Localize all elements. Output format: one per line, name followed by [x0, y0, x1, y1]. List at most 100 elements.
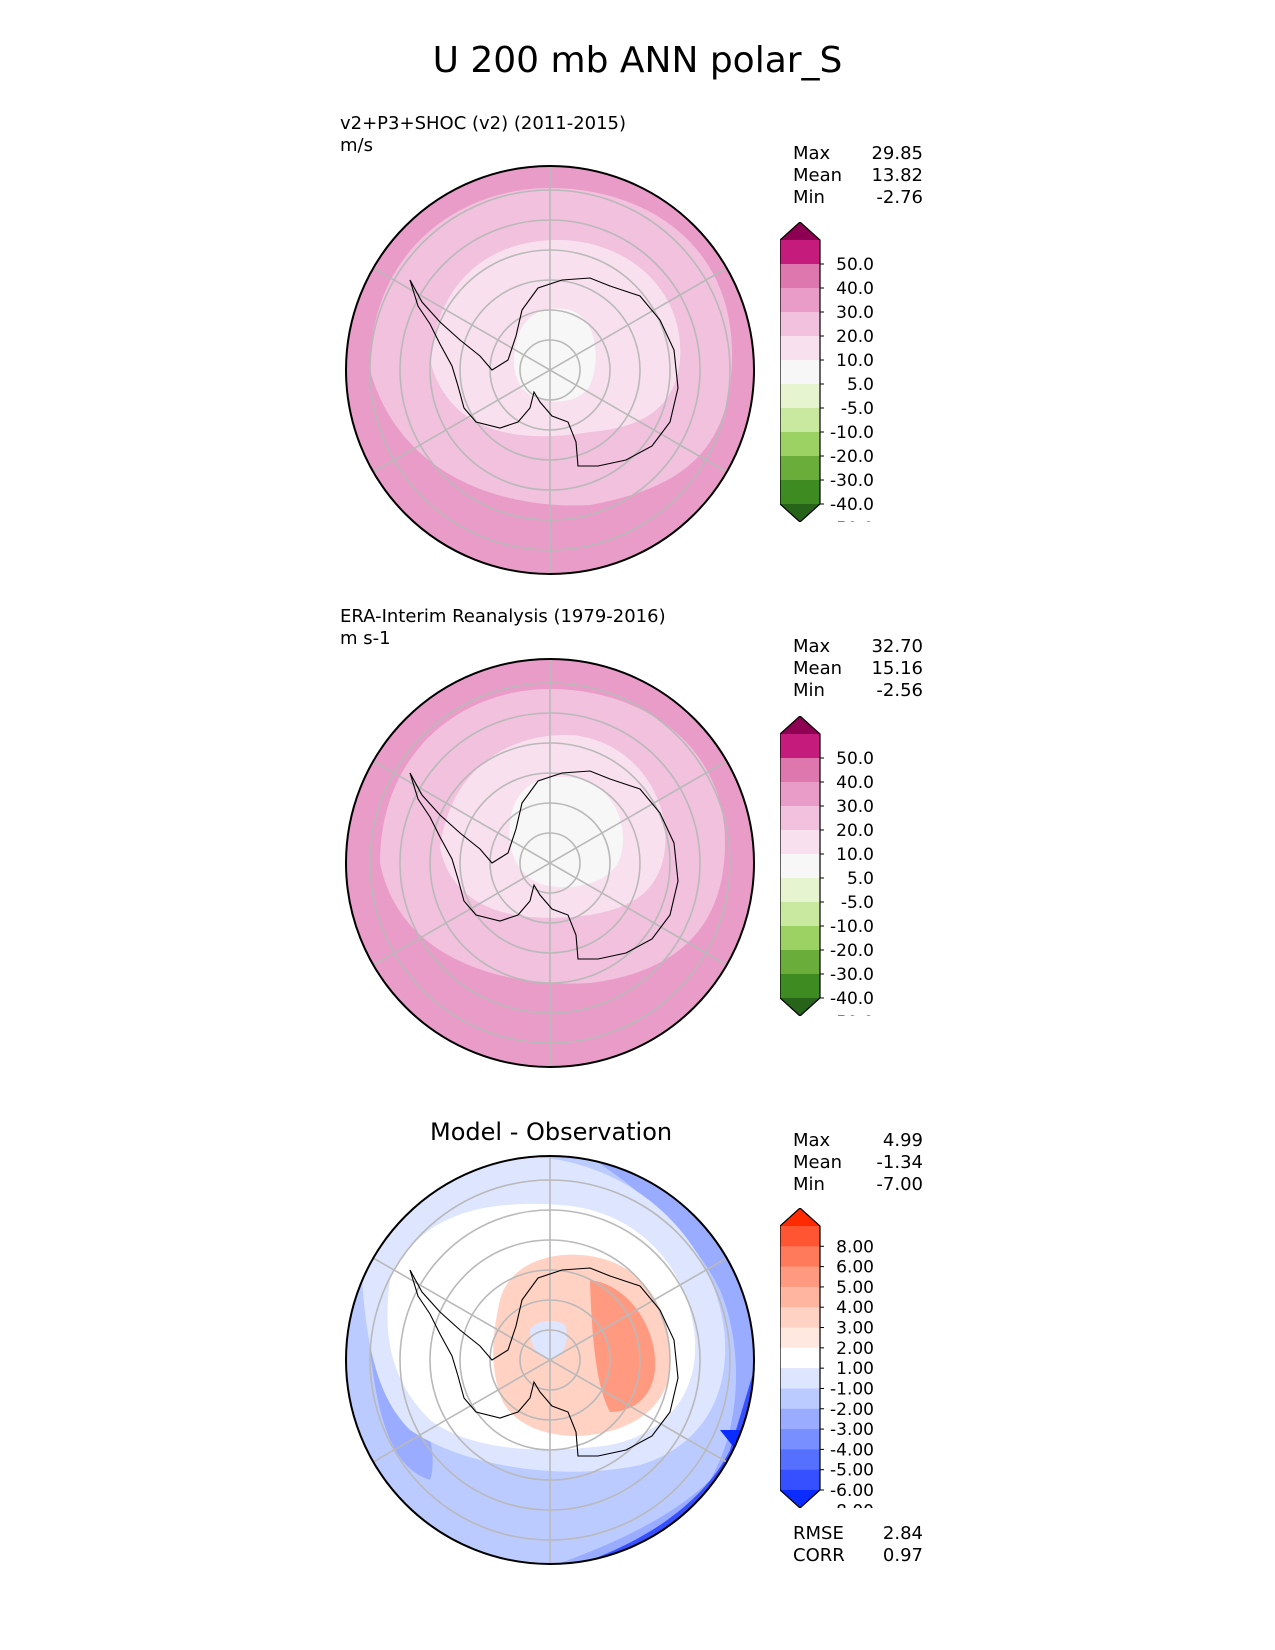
colorbar-tick-label: -50.0	[830, 1013, 874, 1016]
colorbar-swatches	[780, 1208, 820, 1508]
colorbar-swatch	[780, 1408, 820, 1430]
map-model	[345, 165, 755, 575]
colorbar-tick-label: -5.0	[841, 399, 874, 419]
colorbar-tick-label: -40.0	[830, 495, 874, 515]
colorbar-labels: 50.0 40.0 30.0 20.0 10.0 5.0 -5.0 -10.0 -20.0 -30…	[820, 749, 874, 1016]
colorbar-extend-top	[780, 716, 820, 734]
colorbar-tick-label: 5.00	[836, 1278, 874, 1298]
stat-label: Min	[793, 680, 825, 701]
colorbar-tick-label: -1.00	[830, 1379, 874, 1399]
panel-1-title: v2+P3+SHOC (v2) (2011-2015) m/s	[340, 113, 626, 157]
colorbar-swatch	[780, 456, 820, 481]
colorbar-swatch	[780, 1286, 820, 1308]
stat-label: Max	[793, 1130, 831, 1151]
panel-2-name: ERA-Interim Reanalysis (1979-2016)	[340, 606, 666, 627]
panel-2-title: ERA-Interim Reanalysis (1979-2016) m s-1	[340, 606, 666, 650]
colorbar-swatch	[780, 384, 820, 409]
graticule	[367, 659, 733, 1067]
stat-value: 13.82	[871, 165, 923, 186]
panel-2-stats: Max 32.70 Mean 15.16 Min -2.56	[793, 636, 923, 702]
colorbar-tick-label: 30.0	[836, 303, 874, 323]
stat-mean: Mean 13.82	[793, 165, 923, 187]
colorbar-swatch	[780, 1469, 820, 1491]
stat-value: 32.70	[871, 636, 923, 657]
colorbar-swatch	[780, 1266, 820, 1288]
colorbar-tick-label: -6.00	[830, 1481, 874, 1501]
stat-label: Max	[793, 143, 831, 164]
map-reference	[345, 658, 755, 1068]
colorbar-tick-label: 50.0	[836, 749, 874, 769]
colorbar-swatch	[780, 758, 820, 783]
colorbar-labels: 8.006.005.004.003.002.001.00-1.00-2.00-3…	[820, 1237, 874, 1508]
colorbar-swatch	[780, 1347, 820, 1369]
colorbar-extend-top	[780, 222, 820, 240]
colorbar-swatch	[780, 240, 820, 265]
colorbar-tick-label: 4.00	[836, 1298, 874, 1318]
stat-label: Max	[793, 636, 831, 657]
colorbar-swatch	[780, 1368, 820, 1389]
stat-label: Min	[793, 1174, 825, 1195]
panel-1-units: m/s	[340, 135, 373, 156]
antarctica-coastline	[409, 770, 679, 960]
colorbar-tick-label: -8.00	[830, 1501, 874, 1508]
colorbar-tick-label: 50.0	[836, 255, 874, 275]
colorbar-swatch	[780, 950, 820, 975]
metric-corr: CORR 0.97	[793, 1545, 923, 1567]
colorbar-labels: 50.0 40.0 30.0 20.0 10.0 5.0 -5.0 -10.0 -20.0 -30…	[820, 255, 874, 522]
colorbar-difference: 8.006.005.004.003.002.001.00-1.00-2.00-3…	[780, 1208, 874, 1508]
stat-value: -1.34	[876, 1152, 923, 1173]
colorbar-model: 50.0 40.0 30.0 20.0 10.0 5.0 -5.0 -10.0 -20.0 -30…	[780, 222, 874, 522]
colorbar-swatch	[780, 902, 820, 927]
antarctica-coastline	[409, 277, 679, 467]
panel-1-stats: Max 29.85 Mean 13.82 Min -2.76	[793, 143, 923, 209]
colorbar-tick-label: 20.0	[836, 821, 874, 841]
colorbar-swatch	[780, 1388, 820, 1410]
stat-value: -7.00	[876, 1174, 923, 1195]
colorbar-swatch	[780, 1226, 820, 1247]
stat-max: Max 4.99	[793, 1130, 923, 1152]
colorbar-swatch	[780, 1307, 820, 1329]
metric-rmse: RMSE 2.84	[793, 1523, 923, 1545]
panel-3-metrics: RMSE 2.84 CORR 0.97	[793, 1523, 923, 1567]
colorbar-extend-bottom	[780, 998, 820, 1016]
colorbar-swatch	[780, 854, 820, 879]
metric-label: CORR	[793, 1545, 845, 1566]
stat-value: 29.85	[871, 143, 923, 164]
colorbar-swatch	[780, 408, 820, 433]
colorbar-tick-label: -4.00	[830, 1440, 874, 1460]
colorbar-tick-label: 5.0	[847, 375, 874, 395]
panel-3-title: Model - Observation	[430, 1118, 673, 1146]
stat-min: Min -7.00	[793, 1174, 923, 1196]
colorbar-tick-label: 6.00	[836, 1258, 874, 1278]
panel-1-name: v2+P3+SHOC (v2) (2011-2015)	[340, 113, 627, 134]
stat-value: 15.16	[871, 658, 923, 679]
metric-value: 2.84	[882, 1523, 923, 1544]
colorbar-swatch	[780, 734, 820, 759]
colorbar-tick-label: 20.0	[836, 327, 874, 347]
map-difference	[345, 1155, 755, 1565]
colorbar-tick-label: 3.00	[836, 1319, 874, 1339]
colorbar-tick-label: 30.0	[836, 797, 874, 817]
stat-label: Min	[793, 187, 825, 208]
colorbar-tick-label: -20.0	[830, 447, 874, 467]
colorbar-swatch	[780, 1246, 820, 1268]
colorbar-tick-label: -5.00	[830, 1461, 874, 1481]
panel-2-units: m s-1	[340, 628, 391, 649]
graticule	[367, 166, 733, 574]
stat-label: Mean	[793, 165, 843, 186]
colorbar-swatch	[780, 782, 820, 807]
colorbar-tick-label: 40.0	[836, 773, 874, 793]
colorbar-extend-bottom	[780, 504, 820, 522]
colorbar-swatch	[780, 926, 820, 951]
stat-max: Max 32.70	[793, 636, 923, 658]
colorbar-swatches	[780, 222, 820, 522]
colorbar-swatch	[780, 1429, 820, 1450]
metric-label: RMSE	[793, 1523, 844, 1544]
colorbar-swatch	[780, 806, 820, 831]
colorbar-swatch	[780, 1327, 820, 1349]
colorbar-swatch	[780, 1449, 820, 1471]
colorbar-extend-bottom	[780, 1490, 820, 1508]
colorbar-tick-label: -20.0	[830, 941, 874, 961]
stat-mean: Mean -1.34	[793, 1152, 923, 1174]
antarctica-coastline	[409, 1267, 679, 1457]
